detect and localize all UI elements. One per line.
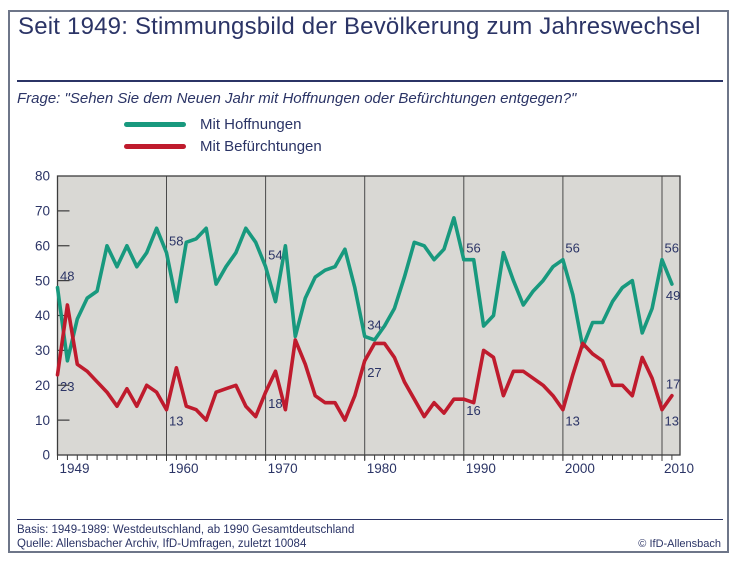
x-tick-label: 1990 xyxy=(466,461,496,476)
data-label: 13 xyxy=(565,414,579,429)
y-tick-label: 70 xyxy=(35,204,50,219)
y-tick-label: 40 xyxy=(35,308,50,323)
data-label: 49 xyxy=(666,288,680,303)
data-label: 34 xyxy=(367,317,381,332)
data-label: 56 xyxy=(565,241,579,256)
footer-source: Quelle: Allensbacher Archiv, IfD-Umfrage… xyxy=(17,538,307,550)
data-label: 13 xyxy=(169,414,183,429)
survey-question: Frage: "Sehen Sie dem Neuen Jahr mit Hof… xyxy=(17,90,577,107)
legend: Mit Hoffnungen Mit Befürchtungen xyxy=(124,116,322,160)
hope-line-swatch-icon xyxy=(124,121,186,127)
copyright-notice: © IfD-Allensbach xyxy=(638,538,721,550)
legend-label: Mit Befürchtungen xyxy=(200,137,322,155)
data-label: 13 xyxy=(665,414,679,429)
page-title: Seit 1949: Stimmungsbild der Bevölkerung… xyxy=(18,13,701,40)
data-label: 17 xyxy=(666,377,680,392)
data-label: 16 xyxy=(466,403,480,418)
y-tick-label: 80 xyxy=(35,169,50,184)
series-line-hoffnungen xyxy=(55,216,674,363)
data-label: 56 xyxy=(466,241,480,256)
data-label: 48 xyxy=(60,269,74,284)
y-tick-label: 10 xyxy=(35,413,50,428)
y-tick-label: 20 xyxy=(35,378,50,393)
legend-item-hoffnungen: Mit Hoffnungen xyxy=(124,115,322,133)
series-line-befuerchtungen xyxy=(55,303,674,422)
plot-area xyxy=(57,176,680,455)
footer-basis: Basis: 1949-1989: Westdeutschland, ab 19… xyxy=(17,524,355,536)
fear-line-swatch-icon xyxy=(124,143,186,149)
y-tick-label: 30 xyxy=(35,343,50,358)
x-tick-label: 1980 xyxy=(367,461,397,476)
footer-divider xyxy=(17,519,723,520)
x-tick-label: 2000 xyxy=(565,461,595,476)
x-tick-label: 1960 xyxy=(169,461,199,476)
legend-item-befuerchtungen: Mit Befürchtungen xyxy=(124,137,322,155)
data-label: 56 xyxy=(665,241,679,256)
legend-label: Mit Hoffnungen xyxy=(200,115,302,133)
data-label: 18 xyxy=(268,396,282,411)
data-label: 58 xyxy=(169,234,183,249)
x-tick-label: 1949 xyxy=(60,461,90,476)
y-tick-label: 0 xyxy=(42,448,50,463)
x-tick-label: 1970 xyxy=(268,461,298,476)
data-label: 54 xyxy=(268,248,282,263)
y-tick-label: 50 xyxy=(35,273,50,288)
title-divider xyxy=(17,80,723,82)
data-label: 23 xyxy=(60,379,74,394)
y-tick-label: 60 xyxy=(35,238,50,253)
x-tick-label: 2010 xyxy=(664,461,694,476)
data-label: 27 xyxy=(367,365,381,380)
